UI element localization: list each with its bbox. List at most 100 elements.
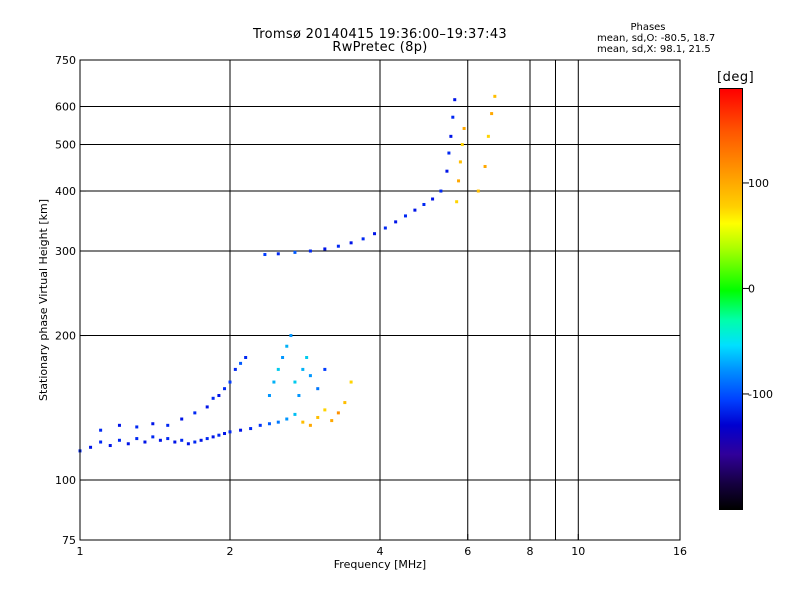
colorbar-unit-label: [deg] bbox=[717, 70, 755, 85]
data-point bbox=[135, 425, 139, 429]
y-axis-label: Stationary phase Virtual Height [km] bbox=[37, 199, 50, 401]
data-point bbox=[166, 423, 170, 427]
data-point bbox=[445, 169, 449, 173]
chart-subtitle: RwPretec (8p) bbox=[332, 40, 428, 55]
data-point bbox=[336, 411, 340, 415]
data-point bbox=[301, 420, 305, 424]
data-point bbox=[173, 440, 177, 444]
data-point bbox=[186, 442, 190, 446]
data-point bbox=[422, 202, 426, 206]
data-point bbox=[293, 250, 297, 254]
x-tick-label: 10 bbox=[571, 545, 585, 558]
data-point bbox=[323, 408, 327, 412]
data-point bbox=[99, 440, 103, 444]
data-point bbox=[301, 367, 305, 371]
data-point bbox=[343, 401, 347, 405]
data-point bbox=[403, 214, 407, 218]
data-point bbox=[223, 432, 227, 436]
data-point bbox=[323, 367, 327, 371]
colorbar-ticks: 100 0 -100 bbox=[743, 177, 773, 401]
data-point bbox=[462, 126, 466, 130]
data-point bbox=[460, 143, 464, 147]
stats-line-o: mean, sd,O: -80.5, 18.7 bbox=[597, 33, 716, 44]
x-tick-label: 1 bbox=[77, 545, 84, 558]
colorbar-tick-label: -100 bbox=[748, 388, 773, 401]
data-point bbox=[383, 226, 387, 230]
data-point bbox=[158, 438, 162, 442]
data-point bbox=[476, 189, 480, 193]
data-point bbox=[143, 440, 147, 444]
y-ticks: 75 100 200 300 400 500 600 750 bbox=[55, 54, 86, 547]
data-point bbox=[373, 232, 377, 236]
data-point bbox=[249, 427, 253, 431]
data-point bbox=[108, 444, 112, 448]
data-point bbox=[413, 208, 417, 212]
data-point bbox=[151, 422, 155, 426]
y-tick-label: 750 bbox=[55, 54, 76, 67]
data-point bbox=[285, 417, 289, 421]
data-point bbox=[126, 442, 130, 446]
data-point bbox=[228, 430, 232, 434]
x-ticks: 1 2 4 6 8 10 16 bbox=[77, 534, 687, 558]
data-point bbox=[458, 160, 462, 164]
data-point bbox=[455, 200, 459, 204]
x-axis-label: Frequency [MHz] bbox=[334, 558, 426, 571]
data-point bbox=[223, 387, 227, 391]
data-point bbox=[308, 423, 312, 427]
y-tick-label: 400 bbox=[55, 185, 76, 198]
data-point bbox=[439, 189, 443, 193]
colorbar-tick-label: 100 bbox=[748, 177, 769, 190]
phase-colorbar bbox=[719, 88, 743, 510]
data-point bbox=[239, 361, 243, 365]
data-point bbox=[228, 380, 232, 384]
data-point bbox=[193, 440, 197, 444]
x-tick-label: 16 bbox=[673, 545, 687, 558]
data-point bbox=[493, 94, 497, 98]
data-point bbox=[276, 420, 280, 424]
data-point bbox=[451, 115, 455, 119]
data-point bbox=[431, 197, 435, 201]
chart-title: Tromsø 20140415 19:36:00–19:37:43 bbox=[252, 27, 508, 42]
data-point bbox=[233, 367, 237, 371]
data-points bbox=[78, 94, 497, 453]
data-point bbox=[267, 422, 271, 426]
data-point bbox=[297, 394, 301, 398]
data-point bbox=[99, 428, 103, 432]
data-point bbox=[117, 423, 121, 427]
data-point bbox=[180, 438, 184, 442]
data-point bbox=[199, 438, 203, 442]
data-point bbox=[180, 417, 184, 421]
data-point bbox=[205, 437, 209, 441]
data-point bbox=[89, 445, 93, 449]
data-point bbox=[272, 380, 276, 384]
data-point bbox=[205, 405, 209, 409]
x-tick-label: 8 bbox=[527, 545, 534, 558]
data-point bbox=[276, 252, 280, 256]
y-tick-label: 500 bbox=[55, 139, 76, 152]
data-point bbox=[244, 355, 248, 359]
data-point bbox=[486, 134, 490, 138]
data-point bbox=[316, 387, 320, 391]
data-point bbox=[293, 380, 297, 384]
data-point bbox=[308, 249, 312, 253]
data-point bbox=[394, 220, 398, 224]
data-point bbox=[323, 247, 327, 251]
data-point bbox=[449, 134, 453, 138]
y-tick-label: 300 bbox=[55, 245, 76, 258]
data-point bbox=[217, 433, 221, 437]
data-point bbox=[490, 112, 494, 116]
data-point bbox=[361, 237, 365, 241]
data-point bbox=[258, 423, 262, 427]
data-point bbox=[135, 437, 139, 441]
data-point bbox=[193, 411, 197, 415]
y-tick-label: 200 bbox=[55, 330, 76, 343]
data-point bbox=[349, 241, 353, 245]
data-point bbox=[267, 394, 271, 398]
data-point bbox=[217, 394, 221, 398]
data-point bbox=[211, 435, 215, 439]
data-point bbox=[166, 437, 170, 441]
x-tick-label: 4 bbox=[377, 545, 384, 558]
data-point bbox=[117, 438, 121, 442]
data-point bbox=[316, 415, 320, 419]
data-point bbox=[457, 179, 461, 183]
